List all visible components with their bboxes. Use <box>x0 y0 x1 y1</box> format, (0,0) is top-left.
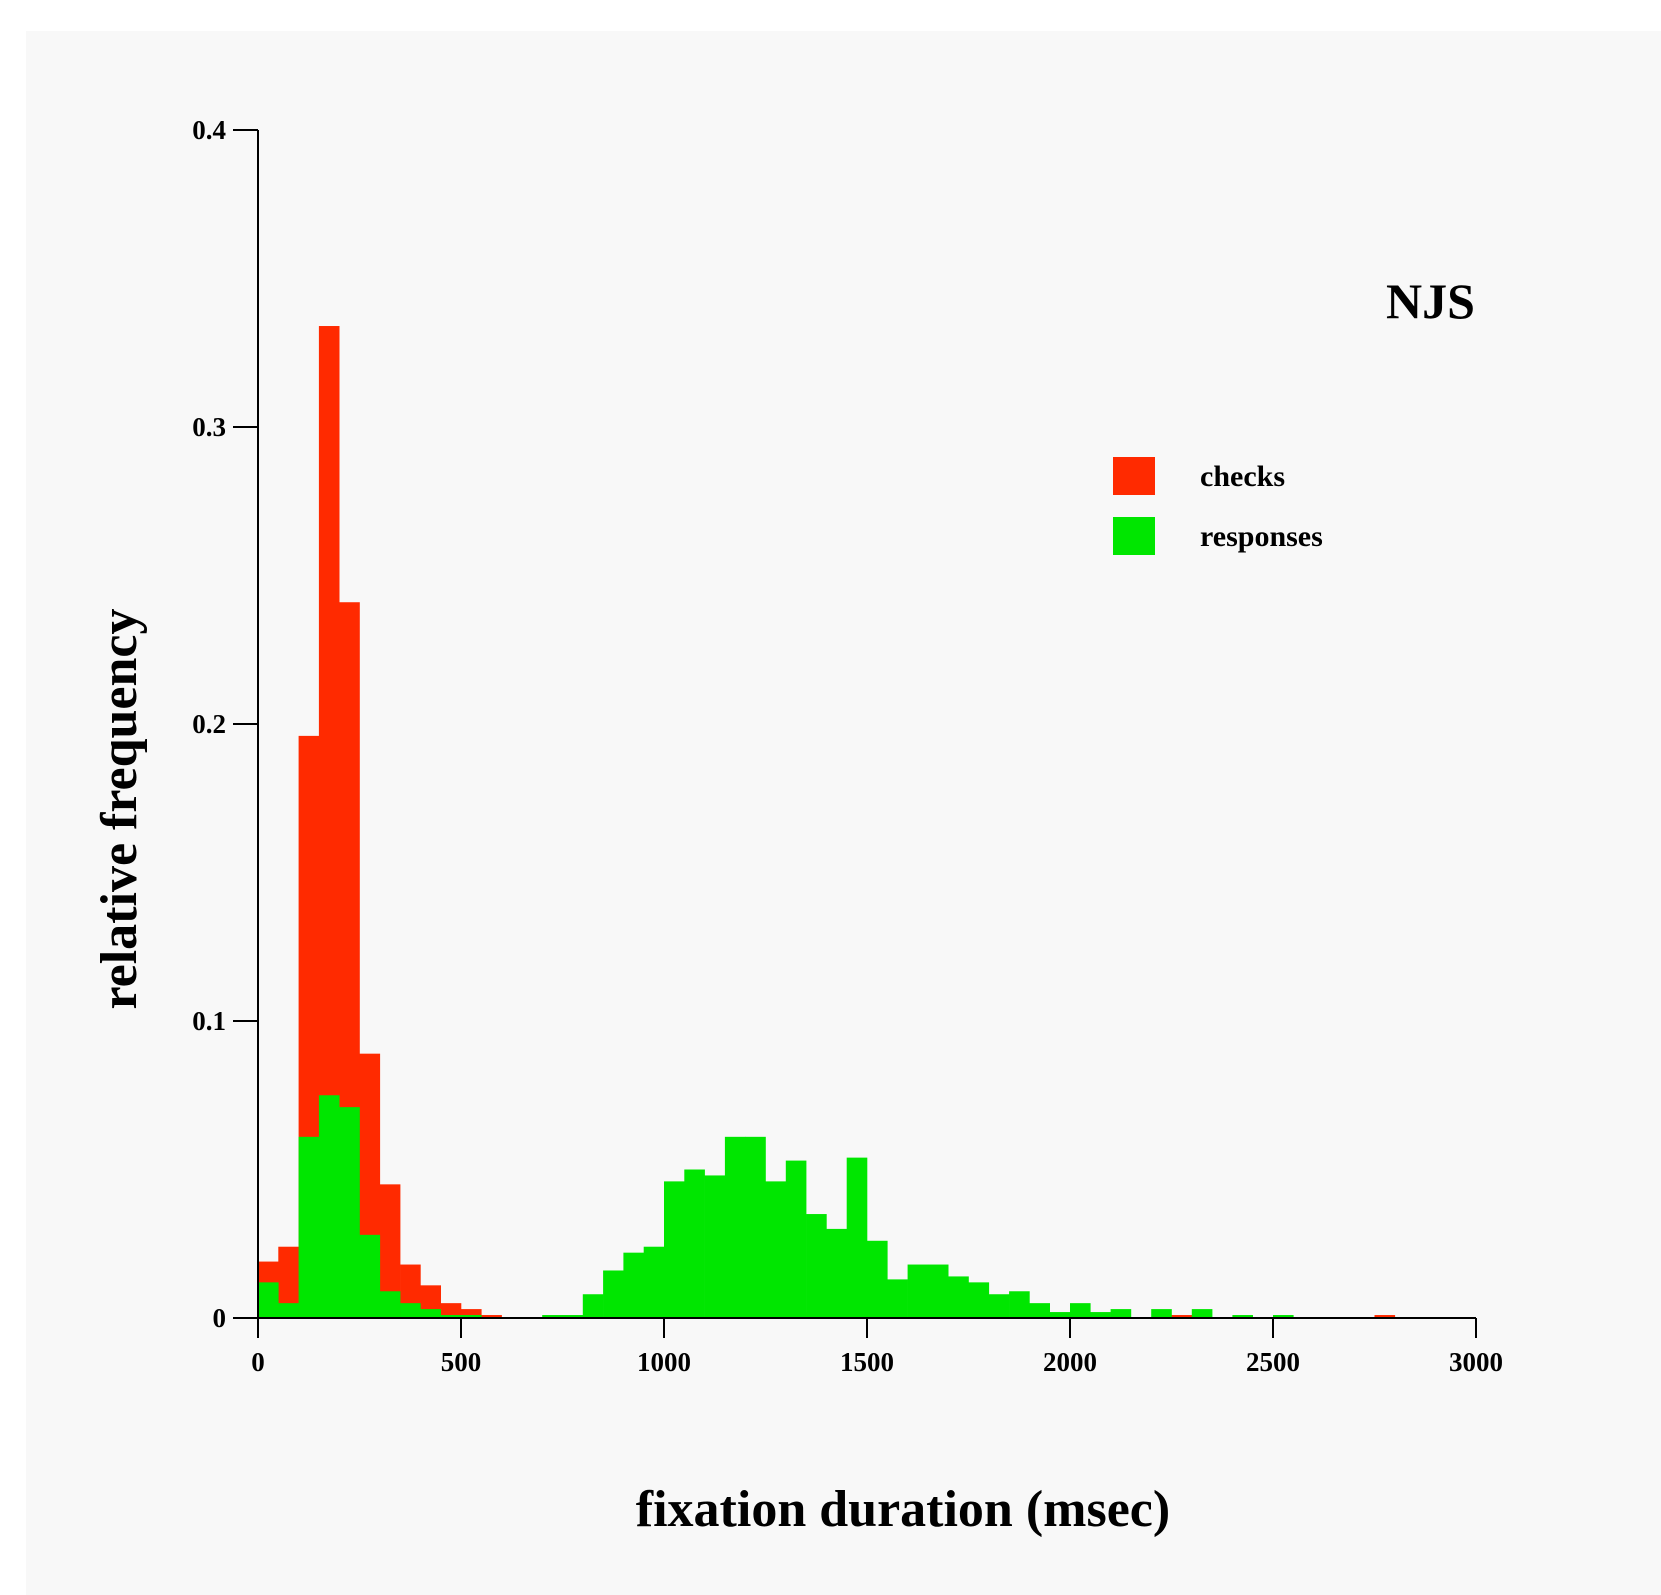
bar-responses-1950 <box>1049 1312 1071 1318</box>
bar-responses-1400 <box>826 1228 847 1318</box>
bar-responses-450 <box>440 1315 462 1318</box>
x-tick-label-3000: 3000 <box>1449 1347 1503 1377</box>
axes-layer <box>233 129 1477 1338</box>
x-tick-label-2500: 2500 <box>1246 1347 1300 1377</box>
bar-checks-150 <box>318 326 340 1318</box>
x-tick-label-500: 500 <box>441 1347 482 1377</box>
bar-responses-150 <box>318 1095 340 1318</box>
x-axis-title: fixation duration (msec) <box>636 1481 1170 1538</box>
legend: checks responses <box>1113 457 1323 555</box>
bar-responses-750 <box>562 1315 584 1318</box>
bar-checks-2250 <box>1171 1315 1193 1318</box>
bar-responses-400 <box>420 1309 441 1318</box>
bar-responses-850 <box>603 1270 624 1318</box>
bar-responses-900 <box>623 1252 644 1318</box>
bar-responses-1150 <box>724 1136 746 1318</box>
bar-responses-1050 <box>684 1169 705 1318</box>
bar-responses-1650 <box>927 1264 949 1318</box>
bar-responses-350 <box>400 1303 421 1318</box>
bar-responses-300 <box>379 1291 401 1318</box>
legend-swatch-checks <box>1113 457 1155 495</box>
y-tick-label-0.1: 0.1 <box>192 1006 226 1036</box>
bar-responses-1550 <box>887 1279 908 1318</box>
bar-responses-1850 <box>1009 1291 1030 1318</box>
bar-responses-1750 <box>968 1282 990 1318</box>
bar-responses-950 <box>643 1246 665 1318</box>
chart-panel: 0 500 1000 1500 2000 2500 3000 0 0.1 0.2 0.3 0.4 fi… <box>26 31 1661 1595</box>
bar-responses-1350 <box>806 1214 827 1318</box>
x-tick-label-0: 0 <box>251 1347 265 1377</box>
bar-responses-1700 <box>948 1276 969 1318</box>
bar-responses-2050 <box>1090 1312 1111 1318</box>
y-tick-label-0.3: 0.3 <box>192 412 226 442</box>
bar-responses-2200 <box>1151 1309 1172 1318</box>
legend-swatch-responses <box>1113 517 1155 555</box>
bar-checks-500 <box>461 1309 482 1318</box>
bar-responses-0 <box>258 1282 279 1318</box>
y-axis-title: relative frequency <box>91 609 148 1010</box>
y-tick-label-0.2: 0.2 <box>192 709 226 739</box>
bar-responses-1250 <box>765 1181 787 1318</box>
bar-responses-50 <box>278 1303 299 1318</box>
bar-responses-1800 <box>988 1294 1010 1318</box>
bar-responses-2300 <box>1191 1309 1213 1318</box>
histogram-chart: 0 500 1000 1500 2000 2500 3000 0 0.1 0.2 0.3 0.4 fi… <box>91 115 1503 1538</box>
bar-responses-700 <box>542 1315 563 1318</box>
bars-layer <box>258 326 1396 1318</box>
bar-checks-50 <box>278 1246 299 1318</box>
bar-responses-200 <box>339 1107 360 1318</box>
bar-responses-2100 <box>1110 1309 1132 1318</box>
bar-responses-1900 <box>1029 1303 1050 1318</box>
bar-checks-450 <box>440 1303 462 1318</box>
y-tick-label-0: 0 <box>213 1303 227 1333</box>
bar-responses-100 <box>298 1136 320 1318</box>
legend-label-checks: checks <box>1200 460 1285 493</box>
bar-responses-1600 <box>907 1264 929 1318</box>
bar-responses-2000 <box>1070 1303 1091 1318</box>
bar-checks-300 <box>379 1184 401 1318</box>
bar-responses-2400 <box>1232 1315 1253 1318</box>
legend-label-responses: responses <box>1200 520 1323 553</box>
bar-checks-550 <box>481 1315 502 1318</box>
bar-responses-2500 <box>1273 1315 1294 1318</box>
subject-label: NJS <box>1386 273 1475 329</box>
tick-labels-layer: 0 500 1000 1500 2000 2500 3000 0 0.1 0.2 0.3 0.4 <box>192 115 1503 1377</box>
bar-responses-1450 <box>846 1157 868 1318</box>
bar-responses-250 <box>359 1234 381 1318</box>
bar-responses-1500 <box>867 1240 888 1318</box>
y-tick-label-0.4: 0.4 <box>192 115 226 145</box>
x-tick-label-1500: 1500 <box>840 1347 894 1377</box>
bar-responses-1000 <box>664 1181 685 1318</box>
bar-checks-2750 <box>1374 1315 1396 1318</box>
bar-responses-1200 <box>745 1136 766 1318</box>
x-tick-label-2000: 2000 <box>1043 1347 1097 1377</box>
bar-responses-800 <box>582 1294 604 1318</box>
x-tick-label-1000: 1000 <box>637 1347 691 1377</box>
bar-responses-1100 <box>704 1175 726 1318</box>
bar-responses-1300 <box>785 1160 807 1318</box>
bar-responses-500 <box>461 1315 482 1318</box>
